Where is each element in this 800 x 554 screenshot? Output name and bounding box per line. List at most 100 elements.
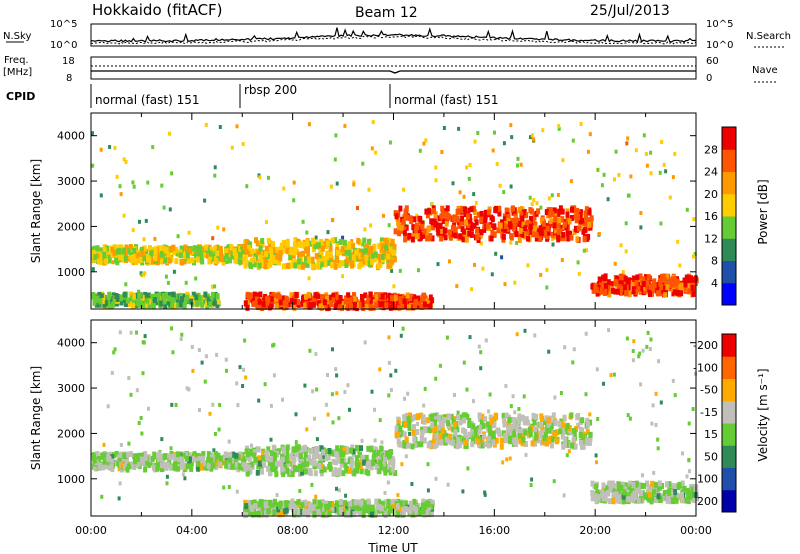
echo-band-0-cell	[211, 462, 216, 469]
data-point	[346, 383, 350, 388]
echo-band-2-cell	[398, 425, 403, 432]
y-tick-label: 1000	[57, 473, 85, 486]
echo-band-2-cell	[533, 221, 538, 228]
echo-band-2-cell	[567, 218, 572, 225]
echo-band-0-cell	[237, 463, 242, 470]
data-point	[505, 457, 509, 462]
echo-band-1-cell	[321, 255, 326, 262]
echo-band-5-cell	[140, 294, 145, 301]
echo-band-0-cell	[220, 255, 224, 262]
echo-band-1-cell	[314, 253, 319, 260]
echo-band-2-cell	[489, 421, 494, 428]
echo-band-2-cell	[455, 215, 460, 222]
echo-band-2-cell	[501, 225, 506, 232]
echo-band-1-cell	[344, 467, 349, 474]
echo-band-4-cell	[244, 503, 249, 510]
echo-band-2-cell	[549, 422, 554, 429]
echo-band-0-cell	[183, 244, 188, 251]
data-point	[631, 358, 635, 363]
data-point	[553, 395, 557, 400]
echo-band-4-cell	[412, 302, 417, 309]
echo-band-1-cell	[362, 237, 367, 244]
echo-band-2-cell	[585, 417, 590, 424]
echo-band-2-cell	[464, 435, 469, 442]
nsearch-trace	[90, 35, 697, 45]
echo-band-2-cell	[470, 427, 475, 434]
echo-band-1-cell	[369, 245, 374, 252]
data-point	[227, 485, 231, 489]
echo-band-1-cell	[341, 470, 346, 477]
echo-band-2-cell	[485, 421, 490, 428]
echo-band-2-cell	[493, 412, 498, 419]
echo-band-4-cell	[379, 500, 384, 507]
colorbar-tick-label: 4	[711, 277, 718, 290]
echo-band-2-cell	[494, 205, 498, 212]
data-point	[204, 122, 208, 127]
data-point	[656, 446, 660, 451]
echo-band-3-cell	[652, 485, 657, 492]
data-point	[341, 274, 345, 279]
echo-band-3-cell	[636, 286, 641, 293]
data-point	[646, 330, 650, 335]
echo-band-0-cell	[195, 256, 200, 263]
echo-band-2-cell	[403, 234, 408, 240]
echo-band-0-cell	[133, 458, 138, 465]
echo-band-1-cell	[279, 245, 284, 252]
echo-band-1-cell	[260, 455, 265, 461]
echo-band-4-cell	[353, 504, 358, 511]
data-point	[533, 333, 537, 338]
data-point	[659, 221, 663, 226]
echo-band-1-cell	[351, 254, 356, 261]
echo-band-4-cell	[329, 294, 334, 301]
echo-band-3-cell	[596, 494, 600, 501]
data-point	[118, 330, 122, 335]
echo-band-0-cell	[190, 456, 195, 462]
echo-band-4-cell	[320, 294, 325, 301]
echo-band-3-cell	[665, 273, 670, 280]
echo-band-2-cell	[412, 436, 417, 443]
echo-band-1-cell	[329, 449, 334, 456]
data-point	[169, 446, 173, 451]
echo-band-1-cell	[318, 454, 323, 461]
echo-band-2-cell	[467, 418, 472, 424]
colorbar-tick-label: -100	[693, 361, 718, 374]
data-point	[146, 180, 150, 185]
echo-band-4-cell	[247, 509, 251, 516]
echo-band-2-cell	[584, 206, 589, 213]
echo-band-2-cell	[556, 222, 561, 229]
data-point	[200, 360, 204, 365]
echo-band-4-cell	[356, 505, 361, 512]
echo-band-2-cell	[440, 205, 445, 212]
echo-band-5-cell	[167, 295, 172, 302]
data-point	[619, 243, 623, 248]
data-point	[168, 207, 172, 212]
echo-band-3-cell	[611, 488, 616, 495]
echo-band-2-cell	[520, 428, 524, 435]
echo-band-2-cell	[492, 224, 497, 231]
data-point	[483, 490, 487, 495]
echo-band-2-cell	[412, 216, 417, 223]
data-point	[218, 125, 222, 129]
echo-band-4-cell	[366, 498, 371, 505]
echo-band-2-cell	[586, 421, 590, 428]
echo-band-3-cell	[630, 280, 635, 287]
echo-band-2-cell	[417, 235, 422, 242]
data-point	[495, 162, 499, 166]
data-point	[241, 384, 245, 388]
echo-band-0-cell	[156, 452, 161, 459]
echo-band-0-cell	[117, 465, 122, 472]
data-point	[631, 349, 635, 353]
colorbar-frame	[721, 126, 737, 306]
echo-band-1-cell	[392, 243, 397, 250]
echo-band-1-cell	[246, 240, 250, 247]
echo-band-2-cell	[540, 416, 544, 422]
data-point	[526, 263, 530, 268]
echo-band-5-cell	[149, 293, 154, 300]
echo-band-2-cell	[486, 209, 491, 216]
echo-band-0-cell	[160, 453, 165, 460]
echo-band-2-cell	[523, 225, 528, 232]
data-point	[245, 184, 249, 189]
echo-band-3-cell	[686, 498, 691, 505]
echo-band-0-cell	[193, 249, 198, 256]
